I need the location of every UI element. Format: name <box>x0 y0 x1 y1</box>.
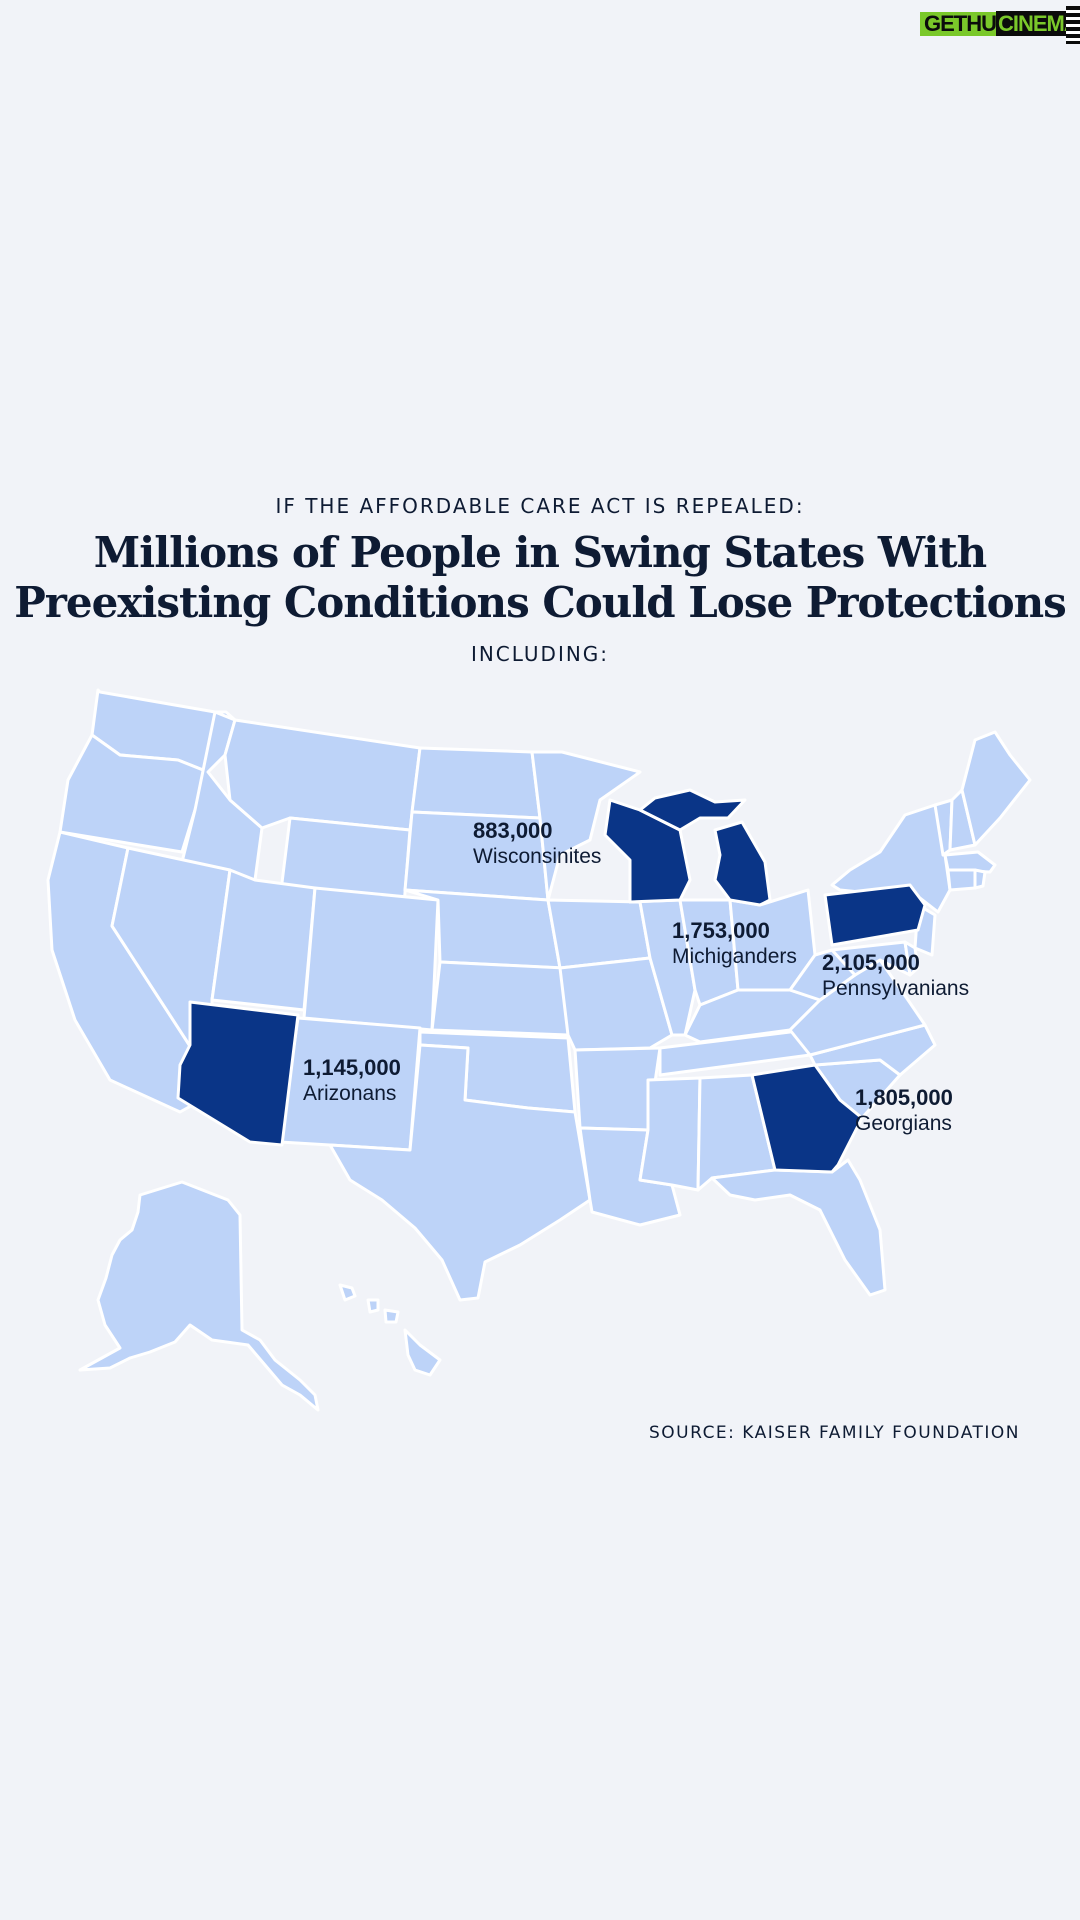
label-georgia-count: 1,805,000 <box>855 1085 953 1110</box>
state-rhode-island <box>973 868 987 890</box>
state-minnesota <box>530 750 642 902</box>
label-georgia: 1,805,000 Georgians <box>855 1085 953 1137</box>
state-massachusetts <box>943 850 997 874</box>
state-montana <box>223 718 422 832</box>
logo-badge <box>920 12 1000 36</box>
state-arizona-highlight <box>176 1000 300 1147</box>
state-mississippi <box>638 1076 702 1192</box>
label-georgia-demonym: Georgians <box>855 1112 952 1135</box>
logo-part1: GETHU <box>924 11 997 36</box>
state-michigan-lower-highlight <box>713 820 772 907</box>
brand-logo: GETHUCINEMA <box>920 4 1080 44</box>
state-florida <box>710 1158 887 1297</box>
title-line-2: Preexisting Conditions Could Lose Protec… <box>14 578 1067 627</box>
state-connecticut <box>946 868 977 892</box>
state-iowa <box>546 898 652 970</box>
label-arizona-demonym: Arizonans <box>303 1082 397 1105</box>
state-kansas <box>430 960 570 1037</box>
state-alaska <box>78 1180 320 1412</box>
state-north-dakota <box>410 746 542 820</box>
state-texas <box>328 1043 592 1302</box>
state-hawaii <box>338 1283 442 1377</box>
title-line-1: Millions of People in Swing States With <box>93 528 987 577</box>
state-delaware <box>903 940 920 977</box>
subkicker: INCLUDING: <box>470 642 610 666</box>
kicker: IF THE AFFORDABLE CARE ACT IS REPEALED: <box>275 494 805 518</box>
label-pennsylvania-count: 2,105,000 <box>822 950 920 975</box>
label-wisconsin-demonym: Wisconsinites <box>473 845 602 868</box>
label-wisconsin: 883,000 Wisconsinites <box>473 818 601 870</box>
state-maine <box>960 730 1032 847</box>
label-michigan-demonym: Michiganders <box>672 945 797 968</box>
state-colorado <box>302 886 440 1032</box>
state-pennsylvania-highlight <box>823 883 927 947</box>
state-georgia-highlight <box>750 1063 864 1174</box>
state-maryland <box>830 940 912 977</box>
label-wisconsin-count: 883,000 <box>473 818 553 843</box>
label-pennsylvania-demonym: Pennsylvanians <box>822 977 970 1000</box>
label-michigan: 1,753,000 Michiganders <box>672 918 797 970</box>
label-pennsylvania: 2,105,000 Pennsylvanians <box>822 950 969 1002</box>
state-michigan-upper-highlight <box>638 788 747 832</box>
label-michigan-count: 1,753,000 <box>672 918 770 943</box>
label-arizona: 1,145,000 Arizonans <box>303 1055 401 1107</box>
source-note: SOURCE: KAISER FAMILY FOUNDATION <box>648 1423 1020 1443</box>
film-strip-icon <box>1066 6 1080 44</box>
label-arizona-count: 1,145,000 <box>303 1055 401 1080</box>
page-title: Millions of People in Swing States With … <box>0 528 1080 628</box>
state-utah <box>210 868 317 1012</box>
